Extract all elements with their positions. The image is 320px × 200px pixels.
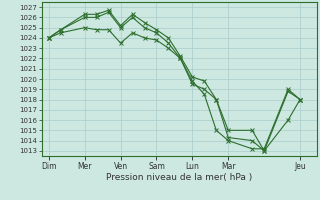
X-axis label: Pression niveau de la mer( hPa ): Pression niveau de la mer( hPa ): [106, 173, 252, 182]
